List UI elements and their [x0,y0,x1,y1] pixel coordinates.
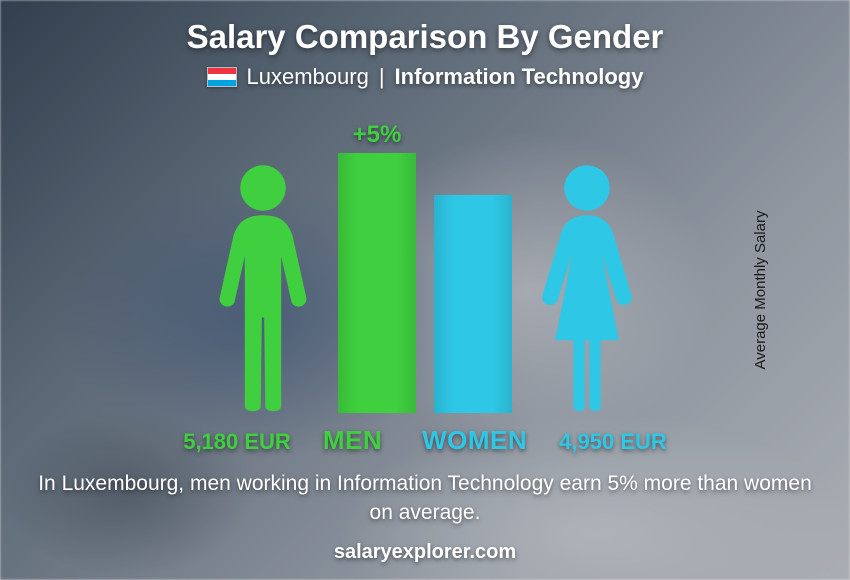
footer-source: salaryexplorer.com [334,541,516,564]
subtitle: Luxembourg | Information Technology [207,64,644,90]
main-title: Salary Comparison By Gender [187,18,664,56]
chart-area: +5% [30,100,820,413]
labels-row: 5,180 EUR MEN WOMEN 4,950 EUR [30,425,820,456]
description-text: In Luxembourg, men working in Informatio… [35,470,815,527]
men-label: MEN [323,425,382,456]
chart-group: +5% [206,153,644,413]
women-bar-wrap [434,195,512,413]
y-axis-label: Average Monthly Salary [752,211,769,370]
difference-label: +5% [353,121,402,149]
women-bar [434,195,512,413]
separator: | [379,64,385,90]
country-label: Luxembourg [247,64,369,90]
luxembourg-flag-icon [207,67,237,87]
men-bar [338,153,416,413]
man-icon [206,163,320,413]
sector-label: Information Technology [395,64,644,90]
men-salary: 5,180 EUR [183,429,291,455]
men-bar-wrap: +5% [338,153,416,413]
woman-icon [530,163,644,413]
women-salary: 4,950 EUR [559,429,667,455]
content-wrapper: Salary Comparison By Gender Luxembourg |… [0,0,850,580]
women-label: WOMEN [422,425,527,456]
